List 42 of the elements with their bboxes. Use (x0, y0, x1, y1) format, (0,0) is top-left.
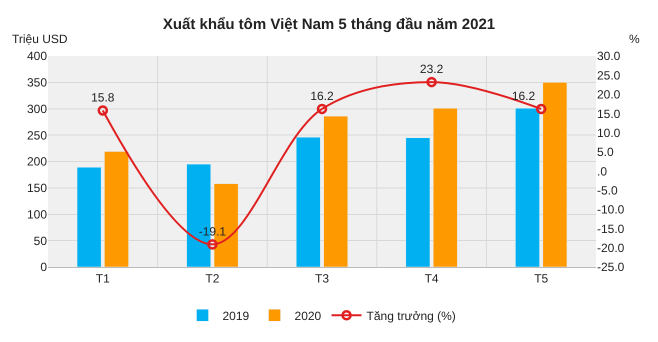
y2-tick-label: 5.0 (597, 145, 614, 160)
point (426, 76, 437, 88)
y2-tick-label: .0 (597, 164, 608, 178)
y2-tick-label: 15.0 (597, 106, 621, 121)
x-tick-label: T1 (96, 271, 110, 286)
legend-label: 2020 (294, 308, 322, 323)
y2-tick-label: 25.0 (597, 68, 621, 82)
data-label: 16.2 (310, 88, 334, 103)
point (207, 239, 218, 250)
y-tick-label: 200 (26, 154, 48, 169)
y2-tick-label: 10.0 (597, 126, 621, 140)
data-label: 15.8 (91, 90, 115, 104)
data-label: 23.2 (420, 62, 444, 76)
y2-tick-label: 30.0 (597, 49, 621, 64)
y-tick-label: 400 (26, 49, 48, 64)
x-tick-label: T2 (205, 271, 220, 286)
legend-label: 2019 (222, 308, 250, 323)
y2-axis-title: % (629, 32, 640, 46)
y2-tick-label: -25.0 (597, 260, 625, 274)
y2-tick-label: 20.0 (597, 88, 621, 102)
y-tick-label: 350 (26, 76, 48, 90)
y-tick-label: 150 (26, 181, 48, 196)
y2-tick-label: -20.0 (597, 241, 625, 256)
legend-label: Tăng trưởng (%) (366, 308, 456, 323)
data-label: 16.2 (512, 88, 536, 103)
y2-tick-label: -5.0 (597, 183, 618, 198)
y2-tick-label: -10.0 (597, 202, 625, 217)
point (316, 104, 328, 114)
point (536, 104, 546, 114)
chart-title: Xuất khẩu tôm Việt Nam 5 tháng đầu năm 2021 (162, 16, 496, 34)
point (98, 105, 108, 116)
y-tick-label: 250 (26, 128, 48, 142)
x-tick-label: T4 (424, 271, 439, 286)
x-tick-label: T5 (534, 271, 549, 286)
y-tick-label: 50 (34, 234, 48, 248)
y-tick-label: 0 (40, 260, 48, 274)
x-tick-label: T3 (314, 271, 330, 286)
data-label: -19.1 (198, 224, 226, 238)
y-axis-title: Triệu USD (12, 32, 68, 46)
y2-tick-label: -15.0 (597, 222, 625, 236)
y-tick-label: 100 (26, 207, 48, 222)
y-tick-label: 300 (26, 102, 48, 116)
